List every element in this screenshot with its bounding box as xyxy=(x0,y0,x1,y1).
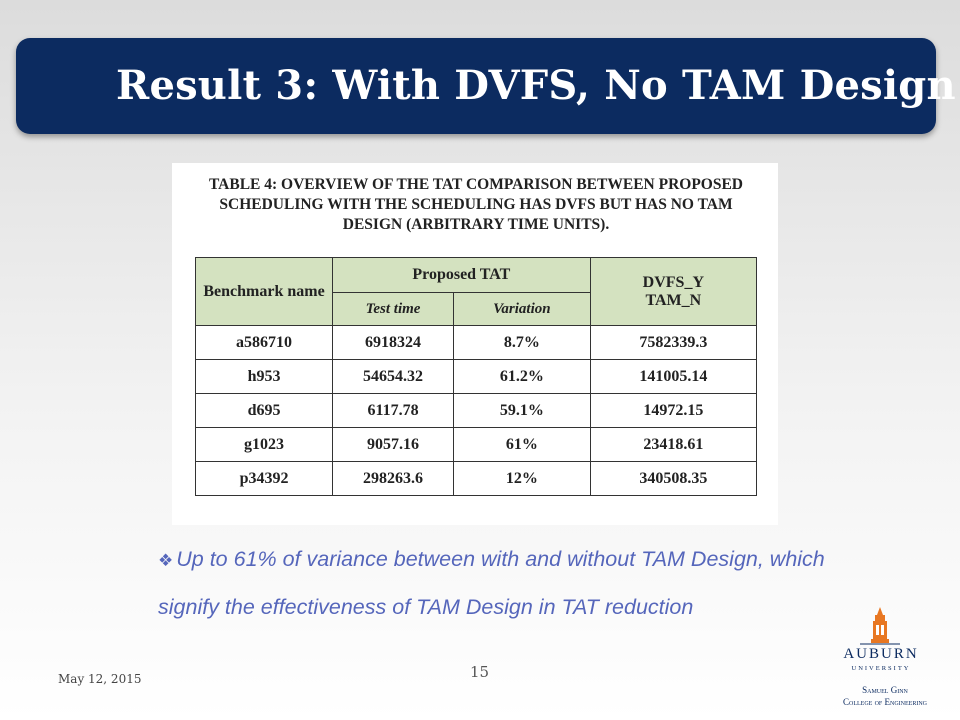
logo-college-line1: Samuel Ginn xyxy=(862,685,908,695)
table-row: a586710 6918324 8.7% 7582339.3 xyxy=(194,325,758,360)
logo-auburn: AUBURN xyxy=(843,646,919,662)
header-dvfs-line2: TAM_N xyxy=(645,291,702,309)
cell-variation: 61.2% xyxy=(453,359,591,394)
footer-date: May 12, 2015 xyxy=(58,672,142,686)
logo-college-line2: College of Engineering xyxy=(843,697,927,707)
header-test-time: Test time xyxy=(332,292,454,326)
cell-test-time: 6117.78 xyxy=(332,393,454,428)
cell-dvfs: 7582339.3 xyxy=(589,325,758,360)
diamond-bullet-icon: ❖ xyxy=(158,551,174,570)
cell-test-time: 9057.16 xyxy=(332,427,454,462)
cell-benchmark: d695 xyxy=(194,393,334,428)
table-figure: Table 4: Overview of The TAT Comparison … xyxy=(172,163,778,525)
cell-test-time: 298263.6 xyxy=(332,461,454,496)
tat-comparison-table: Benchmark name Proposed TAT DVFS_Y TAM_N… xyxy=(194,257,758,496)
bullet-text: Up to 61% of variance between with and w… xyxy=(158,547,825,619)
table-row: h953 54654.32 61.2% 141005.14 xyxy=(194,359,758,394)
header-proposed-tat: Proposed TAT xyxy=(332,257,591,293)
cell-dvfs: 14972.15 xyxy=(589,393,758,428)
caption-line-2: Scheduling With the Scheduling Has DVFS … xyxy=(219,196,733,213)
bullet-point: ❖ Up to 61% of variance between with and … xyxy=(158,536,838,630)
cell-variation: 59.1% xyxy=(453,393,591,428)
table-caption: Table 4: Overview of The TAT Comparison … xyxy=(188,175,764,235)
title-bar xyxy=(16,38,936,134)
cell-benchmark: g1023 xyxy=(194,427,334,462)
cell-dvfs: 340508.35 xyxy=(589,461,758,496)
subheader-row: Test time Variation xyxy=(196,292,757,326)
logo-university: UNIVERSITY xyxy=(851,665,911,672)
header-dvfs: DVFS_Y TAM_N xyxy=(589,257,758,326)
table-row: d695 6117.78 59.1% 14972.15 xyxy=(194,393,758,428)
cell-benchmark: p34392 xyxy=(194,461,334,496)
slide-title: Result 3: With DVFS, No TAM Design xyxy=(116,62,956,109)
cell-variation: 12% xyxy=(453,461,591,496)
cell-dvfs: 141005.14 xyxy=(589,359,758,394)
header-row: Benchmark name Proposed TAT DVFS_Y TAM_N xyxy=(194,257,758,326)
header-dvfs-line1: DVFS_Y xyxy=(642,273,704,291)
cell-variation: 61% xyxy=(453,427,591,462)
cell-test-time: 6918324 xyxy=(332,325,454,360)
table-row: g1023 9057.16 61% 23418.61 xyxy=(194,427,758,462)
cell-test-time: 54654.32 xyxy=(332,359,454,394)
cell-variation: 8.7% xyxy=(453,325,591,360)
cell-dvfs: 23418.61 xyxy=(589,427,758,462)
cell-benchmark: a586710 xyxy=(194,325,334,360)
header-benchmark: Benchmark name xyxy=(194,257,334,326)
caption-line-3: Design (Arbitrary Time Units). xyxy=(342,216,610,233)
auburn-tower-icon xyxy=(860,607,900,645)
cell-benchmark: h953 xyxy=(194,359,334,394)
caption-line-1: Table 4: Overview of The TAT Comparison … xyxy=(208,176,743,193)
header-variation: Variation xyxy=(453,292,591,326)
table-row: p34392 298263.6 12% 340508.35 xyxy=(194,461,758,496)
page-number: 15 xyxy=(470,663,490,681)
